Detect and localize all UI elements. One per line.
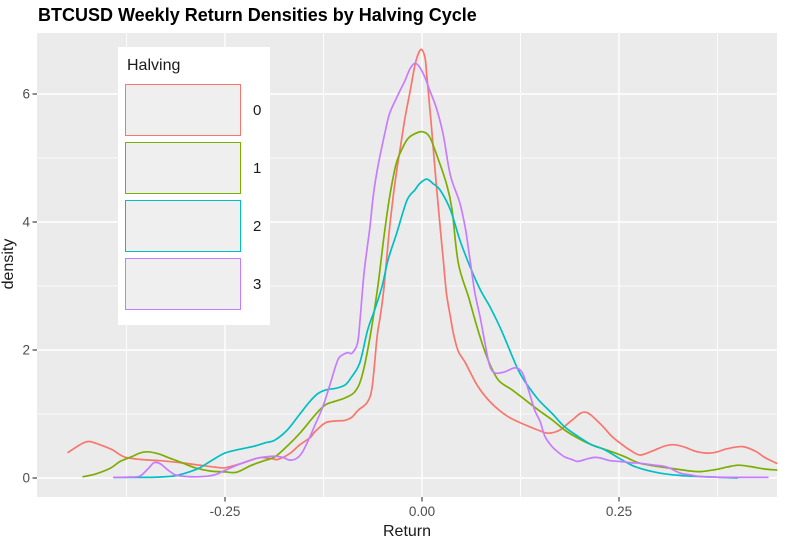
density-curve-3 (113, 62, 769, 479)
legend-key-swatch-1 (125, 142, 241, 194)
legend-item-label: 1 (253, 159, 262, 177)
x-tick-label: 0.00 (408, 504, 436, 519)
legend-key-swatch-2 (125, 200, 241, 252)
legend-item-label: 0 (253, 101, 262, 119)
legend-item-halving-0: 0 (125, 84, 270, 136)
density-curve-2 (113, 178, 739, 479)
y-tick-label: 4 (22, 214, 30, 230)
density-curve-1 (82, 130, 778, 478)
legend-item-halving-2: 2 (125, 200, 270, 252)
chart-title: BTCUSD Weekly Return Densities by Halvin… (38, 5, 477, 25)
x-axis-title: Return (382, 523, 432, 540)
legend-key-swatch-3 (125, 258, 241, 310)
legend-item-halving-3: 3 (125, 258, 270, 310)
legend-item-halving-1: 1 (125, 142, 270, 194)
legend: Halving 0 1 2 3 (118, 47, 270, 325)
x-tick-label: 0.25 (605, 504, 633, 519)
legend-title: Halving (127, 57, 181, 74)
x-tick-label: -0.25 (209, 504, 241, 519)
y-tick-label: 0 (22, 470, 30, 486)
legend-item-label: 2 (253, 217, 262, 235)
y-axis-title: density (0, 238, 17, 290)
y-tick-label: 6 (22, 86, 30, 102)
legend-item-label: 3 (253, 275, 262, 293)
legend-key-swatch-0 (125, 84, 241, 136)
y-tick-label: 2 (22, 342, 30, 358)
